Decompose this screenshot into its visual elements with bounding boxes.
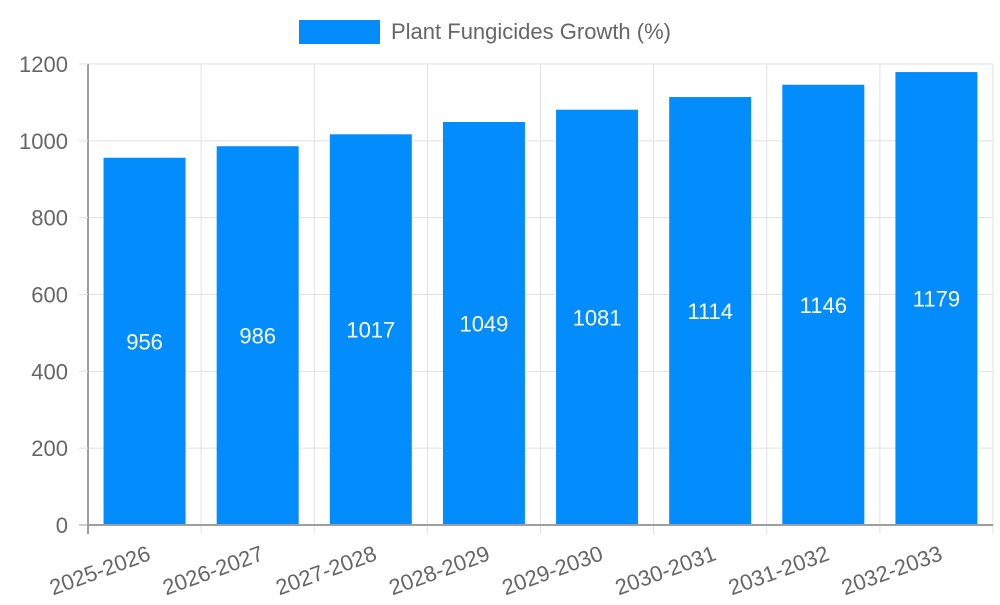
y-axis: 0 200 400 600 800 1000 1200	[19, 52, 88, 538]
bar[interactable]	[669, 97, 752, 525]
legend-swatch	[299, 20, 380, 44]
bar-value-label: 1146	[800, 293, 847, 318]
x-tick-label: 2030-2031	[612, 541, 719, 600]
y-tick-label: 1000	[19, 129, 68, 154]
legend[interactable]: Plant Fungicides Growth (%)	[299, 19, 671, 44]
bar-value-label: 956	[126, 329, 163, 354]
x-axis: 2025-2026 2026-2027 2027-2028 2028-2029 2029…	[46, 524, 993, 600]
bar-value-label: 1017	[346, 318, 395, 343]
bar-value-label: 1114	[687, 299, 733, 324]
bar[interactable]	[895, 72, 978, 525]
y-tick-label: 600	[31, 283, 68, 308]
x-tick-label: 2026-2027	[159, 541, 266, 600]
y-tick-label: 1200	[19, 52, 68, 77]
bar-value-label: 1179	[913, 287, 960, 312]
x-tick-label: 2028-2029	[385, 541, 492, 600]
y-tick-label: 400	[31, 359, 68, 384]
bar[interactable]	[216, 146, 299, 525]
bars: 956 986 1017 1049 1081 1114 1146 1179	[103, 72, 978, 526]
y-tick-label: 0	[56, 513, 68, 538]
bar[interactable]	[556, 109, 639, 526]
x-tick-label: 2029-2030	[499, 541, 606, 600]
x-tick-label: 2025-2026	[46, 541, 153, 600]
bar-value-label: 986	[239, 324, 276, 349]
bar-value-label: 1049	[459, 312, 508, 337]
x-tick-label: 2032-2033	[838, 541, 945, 600]
y-tick-label: 800	[31, 206, 68, 231]
bar[interactable]	[442, 122, 525, 526]
bar-value-label: 1081	[573, 305, 622, 330]
legend-label: Plant Fungicides Growth (%)	[391, 19, 671, 44]
x-tick-label: 2031-2032	[725, 541, 832, 600]
bar[interactable]	[103, 157, 186, 525]
y-tick-label: 200	[31, 436, 68, 461]
bar[interactable]	[782, 84, 865, 526]
bar[interactable]	[329, 134, 412, 526]
x-tick-label: 2027-2028	[272, 541, 379, 600]
